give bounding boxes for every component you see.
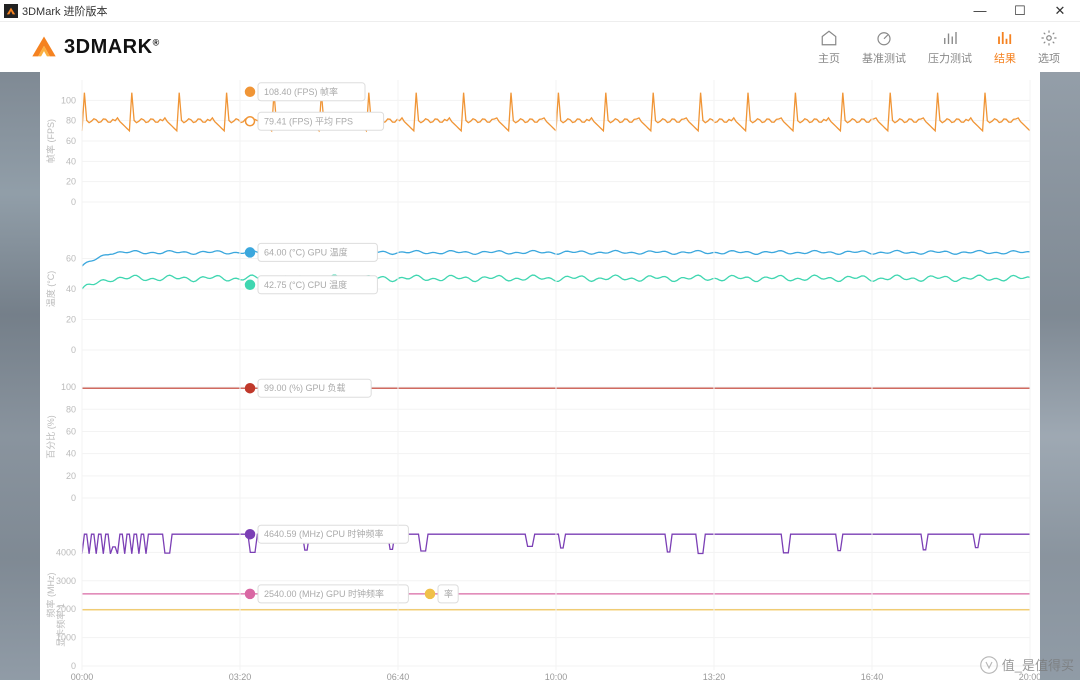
svg-text:00:00: 00:00	[71, 672, 94, 680]
svg-text:40: 40	[66, 284, 76, 294]
stress-icon	[941, 29, 959, 47]
svg-text:百分比 (%): 百分比 (%)	[45, 415, 56, 459]
svg-text:20: 20	[66, 471, 76, 481]
svg-text:06:40: 06:40	[387, 672, 410, 680]
window-controls: — ☐ ✕	[960, 0, 1080, 22]
svg-text:20: 20	[66, 177, 76, 187]
right-thumbnail-strip	[1040, 72, 1080, 680]
brand-text: 3DMARK®	[64, 36, 160, 59]
svg-text:40: 40	[66, 156, 76, 166]
svg-text:温度 (°C): 温度 (°C)	[45, 271, 56, 308]
svg-text:79.41 (FPS) 平均 FPS: 79.41 (FPS) 平均 FPS	[264, 115, 353, 126]
svg-text:0: 0	[71, 345, 76, 355]
options-icon	[1040, 29, 1058, 47]
svg-text:03:20: 03:20	[229, 672, 252, 680]
svg-text:60: 60	[66, 136, 76, 146]
svg-text:108.40 (FPS) 帧率: 108.40 (FPS) 帧率	[264, 86, 338, 97]
nav-results[interactable]: 结果	[994, 29, 1016, 66]
svg-text:0: 0	[71, 661, 76, 671]
nav-stress[interactable]: 压力测试	[928, 29, 972, 66]
svg-text:60: 60	[66, 426, 76, 436]
svg-text:10:00: 10:00	[545, 672, 568, 680]
svg-text:3000: 3000	[56, 576, 76, 586]
monitoring-chart: 0 20 40 60 80 100 帧率 (FPS) 108.40 (FPS) 帧率 79.41…	[40, 72, 1040, 680]
svg-text:64.00 (°C) GPU 温度: 64.00 (°C) GPU 温度	[264, 246, 348, 257]
svg-text:4640.59 (MHz) CPU 时钟频率: 4640.59 (MHz) CPU 时钟频率	[264, 528, 384, 539]
svg-text:频率 (MHz): 频率 (MHz)	[45, 573, 56, 618]
svg-text:80: 80	[66, 404, 76, 414]
svg-text:率: 率	[444, 588, 453, 599]
results-icon	[996, 29, 1014, 47]
svg-text:99.00 (%) GPU 负载: 99.00 (%) GPU 负载	[264, 382, 346, 393]
svg-text:20: 20	[66, 315, 76, 325]
svg-text:100: 100	[61, 95, 76, 105]
close-button[interactable]: ✕	[1040, 0, 1080, 22]
minimize-button[interactable]: —	[960, 0, 1000, 22]
maximize-button[interactable]: ☐	[1000, 0, 1040, 22]
app-icon	[4, 4, 18, 18]
svg-text:13:20: 13:20	[703, 672, 726, 680]
charts-panel: 0 20 40 60 80 100 帧率 (FPS) 108.40 (FPS) 帧率 79.41…	[40, 72, 1040, 680]
watermark: 值_是值得买	[980, 655, 1074, 674]
svg-text:60: 60	[66, 254, 76, 264]
svg-text:16:40: 16:40	[861, 672, 884, 680]
svg-text:0: 0	[71, 493, 76, 503]
title-bar: 3DMark 进阶版本 — ☐ ✕	[0, 0, 1080, 22]
app-header: 3DMARK® 主页基准测试压力测试结果选项	[0, 22, 1080, 72]
svg-text:显卡频率 1: 显卡频率 1	[55, 603, 66, 647]
svg-text:40: 40	[66, 449, 76, 459]
nav-benchmark[interactable]: 基准测试	[862, 29, 906, 66]
svg-text:42.75 (°C) CPU 温度: 42.75 (°C) CPU 温度	[264, 279, 347, 290]
window-title: 3DMark 进阶版本	[22, 3, 108, 19]
benchmark-icon	[875, 29, 893, 47]
svg-text:100: 100	[61, 382, 76, 392]
svg-text:0: 0	[71, 197, 76, 207]
home-icon	[820, 29, 838, 47]
brand-logo: 3DMARK®	[30, 33, 160, 61]
nav-options[interactable]: 选项	[1038, 29, 1060, 66]
svg-text:4000: 4000	[56, 547, 76, 557]
left-thumbnail-strip	[0, 72, 40, 680]
nav-home[interactable]: 主页	[818, 29, 840, 66]
main-content: 0 20 40 60 80 100 帧率 (FPS) 108.40 (FPS) 帧率 79.41…	[0, 72, 1080, 680]
svg-text:帧率 (FPS): 帧率 (FPS)	[45, 119, 56, 163]
svg-text:80: 80	[66, 116, 76, 126]
svg-text:2540.00 (MHz) GPU 时钟频率: 2540.00 (MHz) GPU 时钟频率	[264, 588, 384, 599]
top-nav: 主页基准测试压力测试结果选项	[818, 29, 1060, 66]
